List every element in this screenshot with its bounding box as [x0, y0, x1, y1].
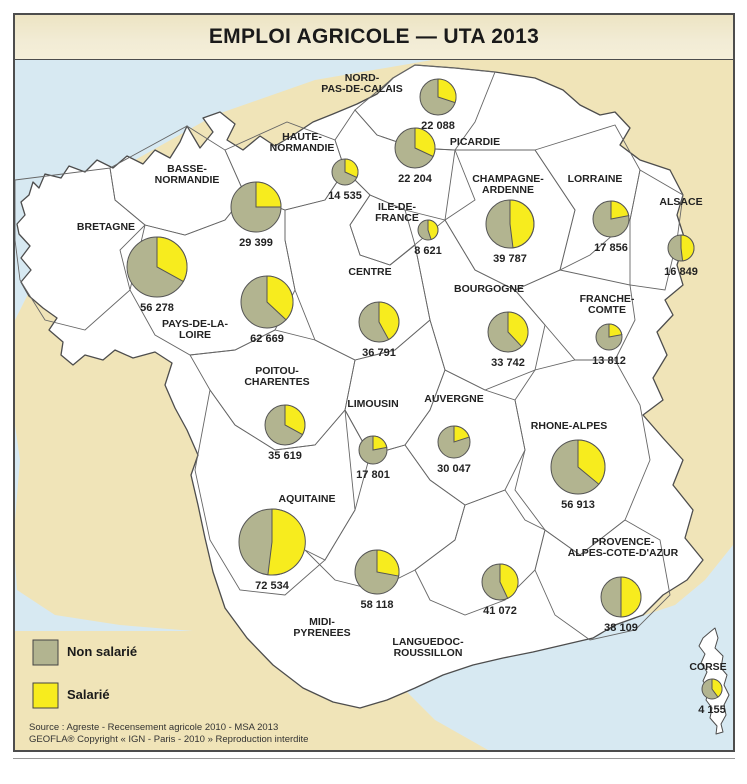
svg-text:Non salarié: Non salarié: [67, 644, 137, 659]
svg-text:56 913: 56 913: [561, 499, 595, 511]
svg-text:LANGUEDOC-ROUSSILLON: LANGUEDOC-ROUSSILLON: [392, 636, 464, 659]
svg-text:38 109: 38 109: [604, 622, 638, 634]
svg-text:22 088: 22 088: [421, 120, 455, 132]
svg-text:13 812: 13 812: [592, 355, 626, 367]
svg-text:RHONE-ALPES: RHONE-ALPES: [531, 420, 607, 432]
svg-text:16 849: 16 849: [664, 266, 698, 278]
svg-text:17 801: 17 801: [356, 469, 390, 481]
svg-text:Salarié: Salarié: [67, 687, 110, 702]
svg-text:36 791: 36 791: [362, 347, 396, 359]
svg-text:BOURGOGNE: BOURGOGNE: [454, 283, 524, 295]
svg-text:AQUITAINE: AQUITAINE: [279, 493, 336, 505]
svg-text:72 534: 72 534: [255, 580, 290, 592]
svg-text:AUVERGNE: AUVERGNE: [424, 393, 484, 405]
svg-text:39 787: 39 787: [493, 253, 527, 265]
svg-text:CENTRE: CENTRE: [348, 266, 391, 278]
svg-text:ILE-DE-FRANCE: ILE-DE-FRANCE: [375, 201, 419, 224]
svg-text:56 278: 56 278: [140, 302, 174, 314]
svg-text:CORSE: CORSE: [689, 661, 726, 673]
svg-text:33 742: 33 742: [491, 357, 525, 369]
svg-text:14 535: 14 535: [328, 190, 362, 202]
svg-text:4 155: 4 155: [698, 704, 726, 716]
svg-text:CHAMPAGNE-ARDENNE: CHAMPAGNE-ARDENNE: [472, 173, 544, 196]
svg-text:Source : Agreste - Recensement: Source : Agreste - Recensement agricole …: [29, 722, 278, 733]
svg-text:GEOFLA® Copyright « IGN - Par: GEOFLA® Copyright « IGN - Paris - 2010 »…: [29, 734, 308, 745]
svg-text:8 621: 8 621: [414, 245, 442, 257]
svg-text:22 204: 22 204: [398, 173, 433, 185]
svg-text:LIMOUSIN: LIMOUSIN: [347, 398, 398, 410]
svg-text:29 399: 29 399: [239, 237, 273, 249]
svg-text:PICARDIE: PICARDIE: [450, 136, 500, 148]
svg-text:30 047: 30 047: [437, 463, 471, 475]
svg-text:BRETAGNE: BRETAGNE: [77, 221, 135, 233]
svg-text:17 856: 17 856: [594, 242, 628, 254]
svg-text:62 669: 62 669: [250, 333, 284, 345]
svg-text:LORRAINE: LORRAINE: [568, 173, 623, 185]
svg-text:41 072: 41 072: [483, 605, 517, 617]
svg-text:ALSACE: ALSACE: [659, 196, 702, 208]
svg-text:58 118: 58 118: [360, 599, 393, 611]
svg-text:35 619: 35 619: [268, 450, 302, 462]
